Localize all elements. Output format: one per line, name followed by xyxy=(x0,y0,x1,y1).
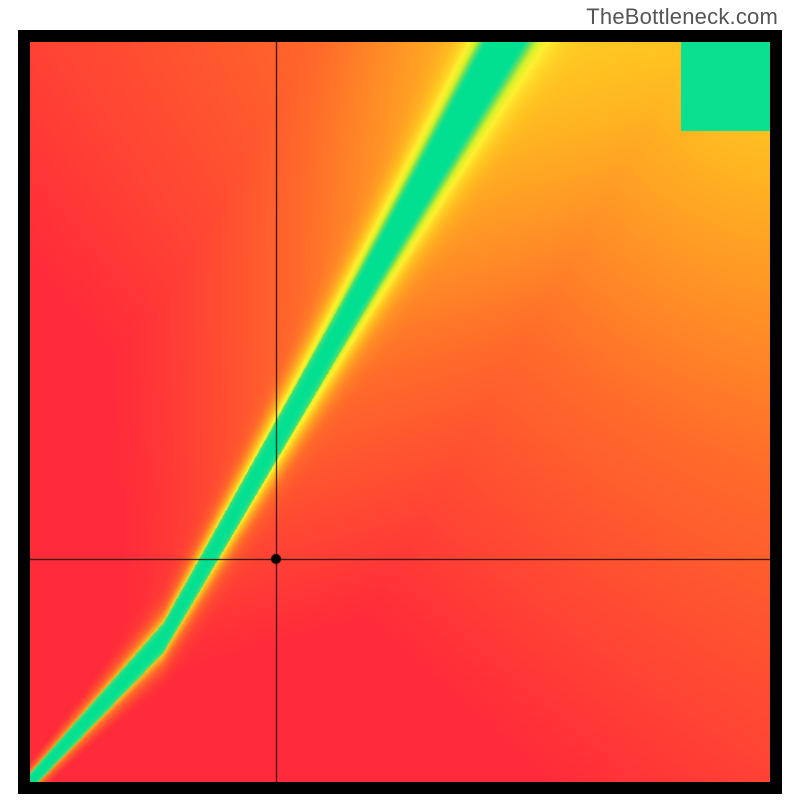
bottleneck-heatmap xyxy=(30,42,770,782)
watermark-text: TheBottleneck.com xyxy=(586,4,778,30)
chart-frame xyxy=(18,30,782,794)
